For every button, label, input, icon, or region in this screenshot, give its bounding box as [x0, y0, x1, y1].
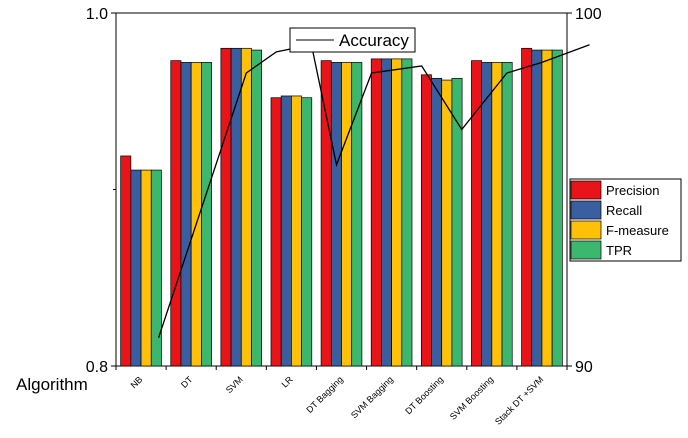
bar-recall	[431, 77, 443, 367]
legend-swatch	[570, 180, 602, 200]
y-tick-label: 1.0	[86, 6, 108, 23]
bar-recall	[230, 47, 242, 367]
bar-f-measure	[491, 62, 503, 367]
bar-precision	[370, 58, 382, 367]
bar-recall	[330, 62, 342, 367]
x-axis-label: Algorithm	[16, 375, 88, 394]
legend-swatch	[570, 200, 602, 220]
x-tick-label: Stack DT +SVM	[493, 374, 545, 426]
bar-recall	[381, 58, 392, 367]
legend-label: Recall	[606, 203, 642, 218]
legend-label: TPR	[606, 243, 632, 258]
bar-precision	[170, 60, 182, 367]
bar-f-measure	[291, 95, 302, 367]
bar-precision	[270, 97, 282, 367]
legend-label: Precision	[606, 183, 659, 198]
bar-recall	[130, 169, 142, 367]
bar-tpr	[451, 77, 463, 367]
bar-precision	[120, 155, 132, 367]
bar-recall	[180, 62, 192, 367]
bar-tpr	[401, 58, 413, 367]
bar-f-measure	[240, 47, 252, 367]
x-tick-label: SVM	[224, 374, 245, 395]
bar-recall	[531, 49, 543, 367]
accuracy-series	[157, 44, 590, 338]
x-tick-label: SVM Bagging	[349, 374, 395, 420]
accuracy-line	[157, 44, 590, 338]
x-tick-label: LR	[280, 374, 296, 390]
bar-tpr	[251, 49, 263, 367]
bar-precision	[420, 74, 432, 367]
bar-f-measure	[391, 58, 403, 367]
x-tick-label: DT Boosting	[403, 374, 445, 416]
accuracy-legend-label: Accuracy	[339, 31, 409, 50]
bar-precision	[521, 47, 533, 367]
bar-precision	[220, 47, 232, 367]
bar-tpr	[501, 62, 513, 367]
bar-f-measure	[341, 62, 353, 367]
legend-swatch	[570, 240, 602, 260]
bar-tpr	[150, 169, 162, 367]
axes: 0.8 1.0 90 100	[86, 6, 602, 376]
y-tick-label: 0.8	[86, 359, 108, 376]
bar-tpr	[201, 62, 212, 367]
y2-tick-label: 100	[575, 6, 602, 23]
y2-tick-label: 90	[575, 359, 593, 376]
bar-recall	[481, 62, 493, 367]
legend: Precision Recall F-measure TPR	[569, 178, 682, 262]
bar-f-measure	[441, 79, 453, 367]
accuracy-legend: Accuracy	[289, 27, 416, 53]
bar-f-measure	[541, 49, 553, 367]
x-tick-label: DT Bagging	[304, 374, 345, 415]
x-tick-label: SVM Boosting	[448, 374, 495, 421]
legend-label: F-measure	[606, 223, 669, 238]
bar-tpr	[551, 49, 563, 367]
category-labels: NB DT SVM LR DT Bagging SVM Bagging DT Boostin…	[129, 374, 546, 427]
bar-precision	[320, 60, 332, 367]
bar-tpr	[301, 97, 313, 367]
bar-tpr	[351, 62, 363, 367]
x-tick-label: NB	[129, 374, 145, 390]
bars	[120, 47, 563, 367]
x-tick-label: DT	[179, 374, 195, 390]
bar-f-measure	[140, 169, 152, 367]
bar-recall	[280, 95, 292, 367]
legend-swatch	[570, 220, 602, 240]
